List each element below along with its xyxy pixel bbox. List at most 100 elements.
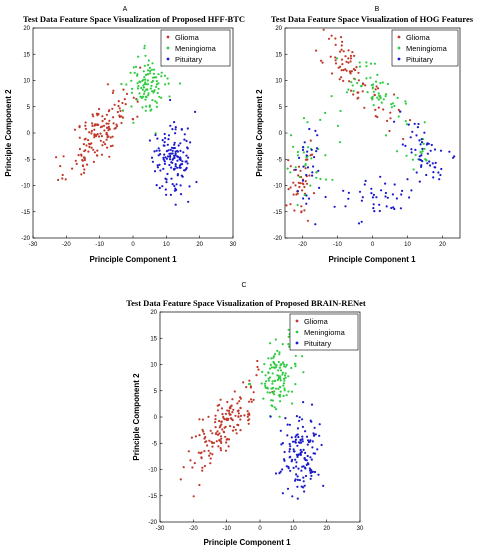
panel-b-letter: B bbox=[375, 6, 380, 13]
panel-c-point-meningioma bbox=[279, 369, 283, 372]
panel-b-point-pituitary bbox=[420, 165, 423, 168]
panel-b-point-glioma bbox=[377, 87, 380, 90]
panel-a-y-tick-label: -10 bbox=[21, 184, 30, 190]
panel-a-point-glioma bbox=[92, 148, 95, 151]
panel-a-point-pituitary bbox=[176, 150, 179, 153]
panel-a-point-meningioma bbox=[146, 83, 150, 86]
panel-b-point-pituitary bbox=[428, 164, 432, 167]
panel-a-point-glioma bbox=[83, 168, 86, 171]
panel-a-point-glioma bbox=[95, 134, 98, 138]
panel-c-point-pituitary bbox=[299, 453, 302, 456]
panel-c-point-pituitary bbox=[298, 419, 301, 422]
panel-b-y-tick-label: -10 bbox=[273, 184, 282, 190]
panel-b-point-meningioma bbox=[319, 177, 322, 181]
panel-a-point-meningioma bbox=[151, 79, 155, 82]
panel-a-point-glioma bbox=[108, 119, 111, 122]
panel-c-point-glioma bbox=[211, 441, 214, 444]
panel-c-point-glioma bbox=[225, 438, 228, 441]
panel-c-point-pituitary bbox=[303, 484, 306, 487]
panel-a-point-pituitary bbox=[173, 121, 176, 124]
panel-b-point-pituitary bbox=[384, 191, 387, 195]
panel-b-point-meningioma bbox=[338, 141, 342, 144]
panel-b-point-meningioma bbox=[324, 111, 327, 114]
panel-b-point-glioma bbox=[308, 174, 311, 177]
panel-b-y-tick-label: 20 bbox=[275, 26, 282, 32]
panel-c-point-glioma bbox=[187, 450, 190, 453]
panel-c-point-meningioma bbox=[275, 364, 278, 367]
panel-c-point-pituitary bbox=[312, 452, 315, 455]
panel-a-point-glioma bbox=[82, 171, 86, 174]
panel-b-point-glioma bbox=[339, 36, 343, 39]
panel-b-point-meningioma bbox=[339, 109, 342, 113]
panel-a-point-pituitary bbox=[178, 166, 181, 169]
panel-a-point-glioma bbox=[121, 101, 124, 105]
panel-b-point-glioma bbox=[349, 60, 352, 63]
panel-a-point-pituitary bbox=[181, 160, 184, 163]
panel-c-point-meningioma bbox=[284, 376, 287, 379]
panel-b-point-pituitary bbox=[361, 196, 364, 199]
panel-b-point-glioma bbox=[296, 192, 299, 195]
panel-c-point-glioma bbox=[219, 398, 222, 401]
panel-b-point-glioma bbox=[303, 185, 306, 189]
panel-c-point-glioma bbox=[249, 385, 252, 388]
panel-b-point-pituitary bbox=[420, 138, 423, 141]
panel-a-point-glioma bbox=[88, 142, 91, 145]
panel-c-point-pituitary bbox=[302, 486, 305, 489]
panel-b-y-tick-label: 5 bbox=[279, 105, 283, 111]
panel-a-point-pituitary bbox=[165, 178, 168, 181]
panel-b-point-glioma bbox=[397, 108, 400, 111]
panel-a-point-meningioma bbox=[164, 83, 167, 86]
panel-c-point-glioma bbox=[190, 436, 193, 439]
panel-a-point-meningioma bbox=[136, 82, 139, 85]
panel-b-point-pituitary bbox=[390, 206, 393, 210]
panel-a-point-pituitary bbox=[156, 166, 159, 169]
panel-a-point-glioma bbox=[91, 122, 94, 125]
panel-a-point-glioma bbox=[108, 155, 111, 158]
panel-b-point-pituitary bbox=[439, 173, 442, 177]
panel-a-point-meningioma bbox=[160, 75, 163, 78]
panel-a-point-glioma bbox=[132, 96, 135, 99]
panel-a-point-pituitary bbox=[166, 172, 169, 176]
panel-c-point-glioma bbox=[229, 425, 232, 428]
panel-b-point-pituitary bbox=[317, 169, 320, 172]
panel-b-point-meningioma bbox=[360, 84, 363, 87]
panel-b-point-glioma bbox=[297, 165, 301, 168]
panel-c-point-meningioma bbox=[276, 374, 279, 377]
panel-b-point-pituitary bbox=[432, 171, 435, 174]
panel-b-point-glioma bbox=[377, 106, 380, 109]
panel-a-point-pituitary bbox=[150, 156, 154, 159]
panel-b-ticks: -20 -10 0 10 20 -20 -15 -10 -5 0 5 10 15 20 bbox=[273, 26, 446, 248]
panel-c-point-pituitary bbox=[281, 468, 284, 471]
panel-c-point-meningioma bbox=[277, 387, 280, 390]
panel-c-point-pituitary bbox=[311, 446, 314, 449]
panel-c-point-pituitary bbox=[304, 466, 307, 469]
panel-a-point-glioma bbox=[73, 128, 77, 131]
panel-c-xlabel: Principle Component 1 bbox=[203, 538, 291, 547]
panel-a-point-glioma bbox=[107, 110, 110, 113]
panel-b-point-meningioma bbox=[335, 57, 339, 60]
panel-c-point-meningioma bbox=[287, 335, 290, 338]
panel-a-point-glioma bbox=[87, 150, 90, 153]
panel-a-point-glioma bbox=[100, 135, 103, 138]
panel-c-point-glioma bbox=[189, 459, 192, 462]
panel-a-point-pituitary bbox=[180, 128, 183, 131]
panel-a-point-glioma bbox=[106, 126, 109, 129]
panel-a-point-meningioma bbox=[138, 92, 141, 95]
panel-c-point-pituitary bbox=[291, 495, 294, 498]
panel-a-point-glioma bbox=[82, 156, 86, 159]
panel-a-point-pituitary bbox=[151, 160, 154, 163]
panel-b-point-meningioma bbox=[366, 91, 369, 94]
panel-c-y-tick-label: 10 bbox=[150, 363, 157, 369]
panel-b-point-pituitary bbox=[372, 193, 375, 196]
panel-a-point-glioma bbox=[115, 125, 119, 128]
panel-a-point-pituitary bbox=[171, 128, 174, 131]
panel-b-x-tick-label: 20 bbox=[439, 242, 446, 248]
panel-b-point-pituitary bbox=[370, 192, 373, 195]
panel-b-point-pituitary bbox=[305, 173, 308, 177]
panel-c-point-glioma bbox=[194, 435, 197, 438]
panel-b-legend: Glioma Meningioma Pituitary bbox=[391, 29, 459, 67]
panel-b-point-glioma bbox=[356, 91, 359, 94]
panel-c-point-meningioma bbox=[263, 363, 266, 366]
panel-c-point-pituitary bbox=[299, 448, 302, 452]
panel-a-point-glioma bbox=[115, 123, 118, 126]
